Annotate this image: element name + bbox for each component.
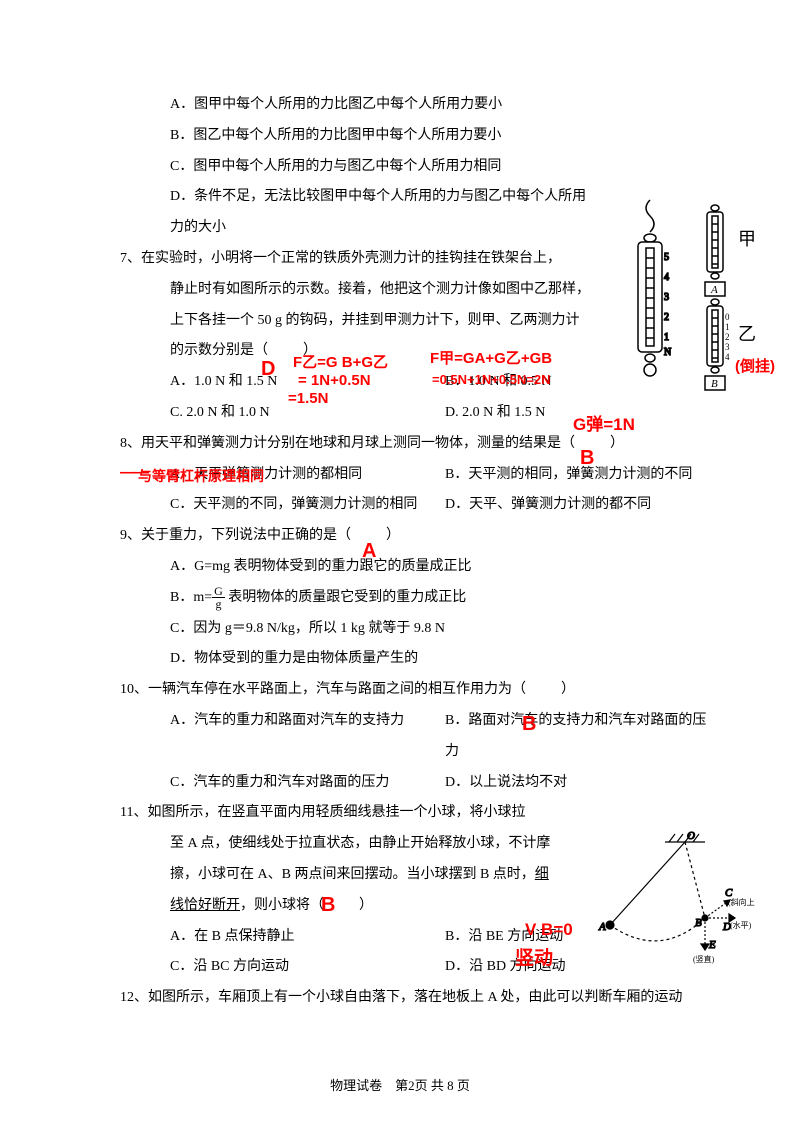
svg-text:(斜向上): (斜向上) <box>728 897 755 907</box>
svg-text:3: 3 <box>725 342 730 352</box>
svg-text:B: B <box>711 378 718 390</box>
q8-option-c: C．天平测的不同，弹簧测力计测的相同 <box>170 490 445 521</box>
q10-stem-b: ） <box>561 682 575 697</box>
q10-option-d: D．以上说法均不对 <box>445 768 720 799</box>
q8-stem: 8、用天平和弹簧测力计分别在地球和月球上测同一物体，测量的结果是（ ） <box>120 429 720 460</box>
q9-option-b: B．m=Gg 表明物体的质量跟它受到的重力成正比 <box>120 583 720 614</box>
q9-stem-a: 9、关于重力，下列说法中正确的是（ <box>120 528 351 543</box>
q10-option-b: B．路面对汽车的支持力和汽车对路面的压力 <box>445 706 720 768</box>
q11-figure: O A B C D E (斜向上) (水平) (竖直) <box>595 830 745 960</box>
svg-text:A: A <box>710 284 718 296</box>
svg-text:5: 5 <box>664 252 669 263</box>
q10-option-c: C．汽车的重力和汽车对路面的压力 <box>170 768 445 799</box>
q11-option-a: A．在 B 点保持静止 <box>170 922 445 953</box>
svg-text:2: 2 <box>725 332 730 342</box>
svg-text:4: 4 <box>725 352 730 362</box>
q10-option-a: A．汽车的重力和路面对汽车的支持力 <box>170 706 445 768</box>
q11-stem-4c: ） <box>359 898 373 913</box>
svg-text:E: E <box>708 939 716 951</box>
q10-options-row2: C．汽车的重力和汽车对路面的压力 D．以上说法均不对 <box>120 768 720 799</box>
q8-options-row2: C．天平测的不同，弹簧测力计测的相同 D．天平、弹簧测力计测的都不同 <box>120 490 720 521</box>
q9-b-pre: B．m= <box>170 590 212 605</box>
svg-text:(竖直): (竖直) <box>693 954 715 964</box>
svg-text:0: 0 <box>725 312 730 322</box>
q9-b-post: 表明物体的质量跟它受到的重力成正比 <box>225 590 467 605</box>
q10-stem-a: 10、一辆汽车停在水平路面上，汽车与路面之间的相互作用力为（ <box>120 682 526 697</box>
label-yi: 乙 <box>738 324 756 344</box>
q8-stem-b: ） <box>610 436 624 451</box>
q11-stem-1: 11、如图所示，在竖直平面内用轻质细线悬挂一个小球，将小球拉 <box>120 798 720 829</box>
svg-text:B: B <box>695 917 702 929</box>
svg-text:1: 1 <box>725 322 730 332</box>
q12-stem: 12、如图所示，车厢顶上有一个小球自由落下，落在地板上 A 处，由此可以判断车厢… <box>120 983 720 1014</box>
q9-stem-b: ） <box>386 528 400 543</box>
q9-option-a: A．G=mg 表明物体受到的重力跟它的质量成正比 <box>120 552 720 583</box>
q10-stem: 10、一辆汽车停在水平路面上，汽车与路面之间的相互作用力为（ ） <box>120 675 720 706</box>
q8-option-a: A．天平弹簧测力计测的都相同 <box>170 460 445 491</box>
q8-stem-a: 8、用天平和弹簧测力计分别在地球和月球上测同一物体，测量的结果是（ <box>120 436 575 451</box>
q6-option-b: B．图乙中每个人所用的力比图甲中每个人所用力要小 <box>120 121 720 152</box>
q10-options-row1: A．汽车的重力和路面对汽车的支持力 B．路面对汽车的支持力和汽车对路面的压力 <box>120 706 720 768</box>
q11-stem-3a: 擦，小球可在 A、B 两点间来回摆动。当小球摆到 B 点时， <box>170 867 535 882</box>
q6-option-a: A．图甲中每个人所用的力比图乙中每个人所用力要小 <box>120 90 720 121</box>
q11-stem-4b: ，则小球将（ <box>240 898 324 913</box>
svg-text:N: N <box>664 347 671 358</box>
q7-option-a: A．1.0 N 和 1.5 N <box>170 367 445 398</box>
q11-stem-3b: 细 <box>535 867 549 882</box>
q8-options-row1: A．天平弹簧测力计测的都相同 B．天平测的相同，弹簧测力计测的不同 <box>120 460 720 491</box>
q9-option-d: D．物体受到的重力是由物体质量产生的 <box>120 644 720 675</box>
q9-option-c: C．因为 g＝9.8 N/kg，所以 1 kg 就等于 9.8 N <box>120 614 720 645</box>
q7-option-c: C. 2.0 N 和 1.0 N <box>170 398 445 429</box>
q7-figure: 5 4 3 2 1 N <box>620 190 760 420</box>
fraction-icon: Gg <box>212 585 225 610</box>
svg-text:4: 4 <box>664 272 669 283</box>
q7-stem-4a: 的示数分别是（ <box>170 343 268 358</box>
q8-option-d: D．天平、弹簧测力计测的都不同 <box>445 490 720 521</box>
svg-text:1: 1 <box>664 332 669 343</box>
page-footer: 物理试卷 第2页 共 8 页 <box>0 1072 800 1101</box>
q11-stem-4a: 线恰好断开 <box>170 898 240 913</box>
q9-stem: 9、关于重力，下列说法中正确的是（ ） <box>120 521 720 552</box>
q11-option-c: C．沿 BC 方向运动 <box>170 952 445 983</box>
svg-text:3: 3 <box>664 292 669 303</box>
svg-text:(水平): (水平) <box>730 920 752 930</box>
q8-option-b: B．天平测的相同，弹簧测力计测的不同 <box>445 460 720 491</box>
svg-text:2: 2 <box>664 312 669 323</box>
q6-option-c: C．图甲中每个人所用的力与图乙中每个人所用力相同 <box>120 152 720 183</box>
svg-text:O: O <box>687 830 695 842</box>
label-jia: 甲 <box>738 229 756 249</box>
q7-stem-4b: ） <box>303 343 317 358</box>
svg-text:A: A <box>598 921 606 933</box>
